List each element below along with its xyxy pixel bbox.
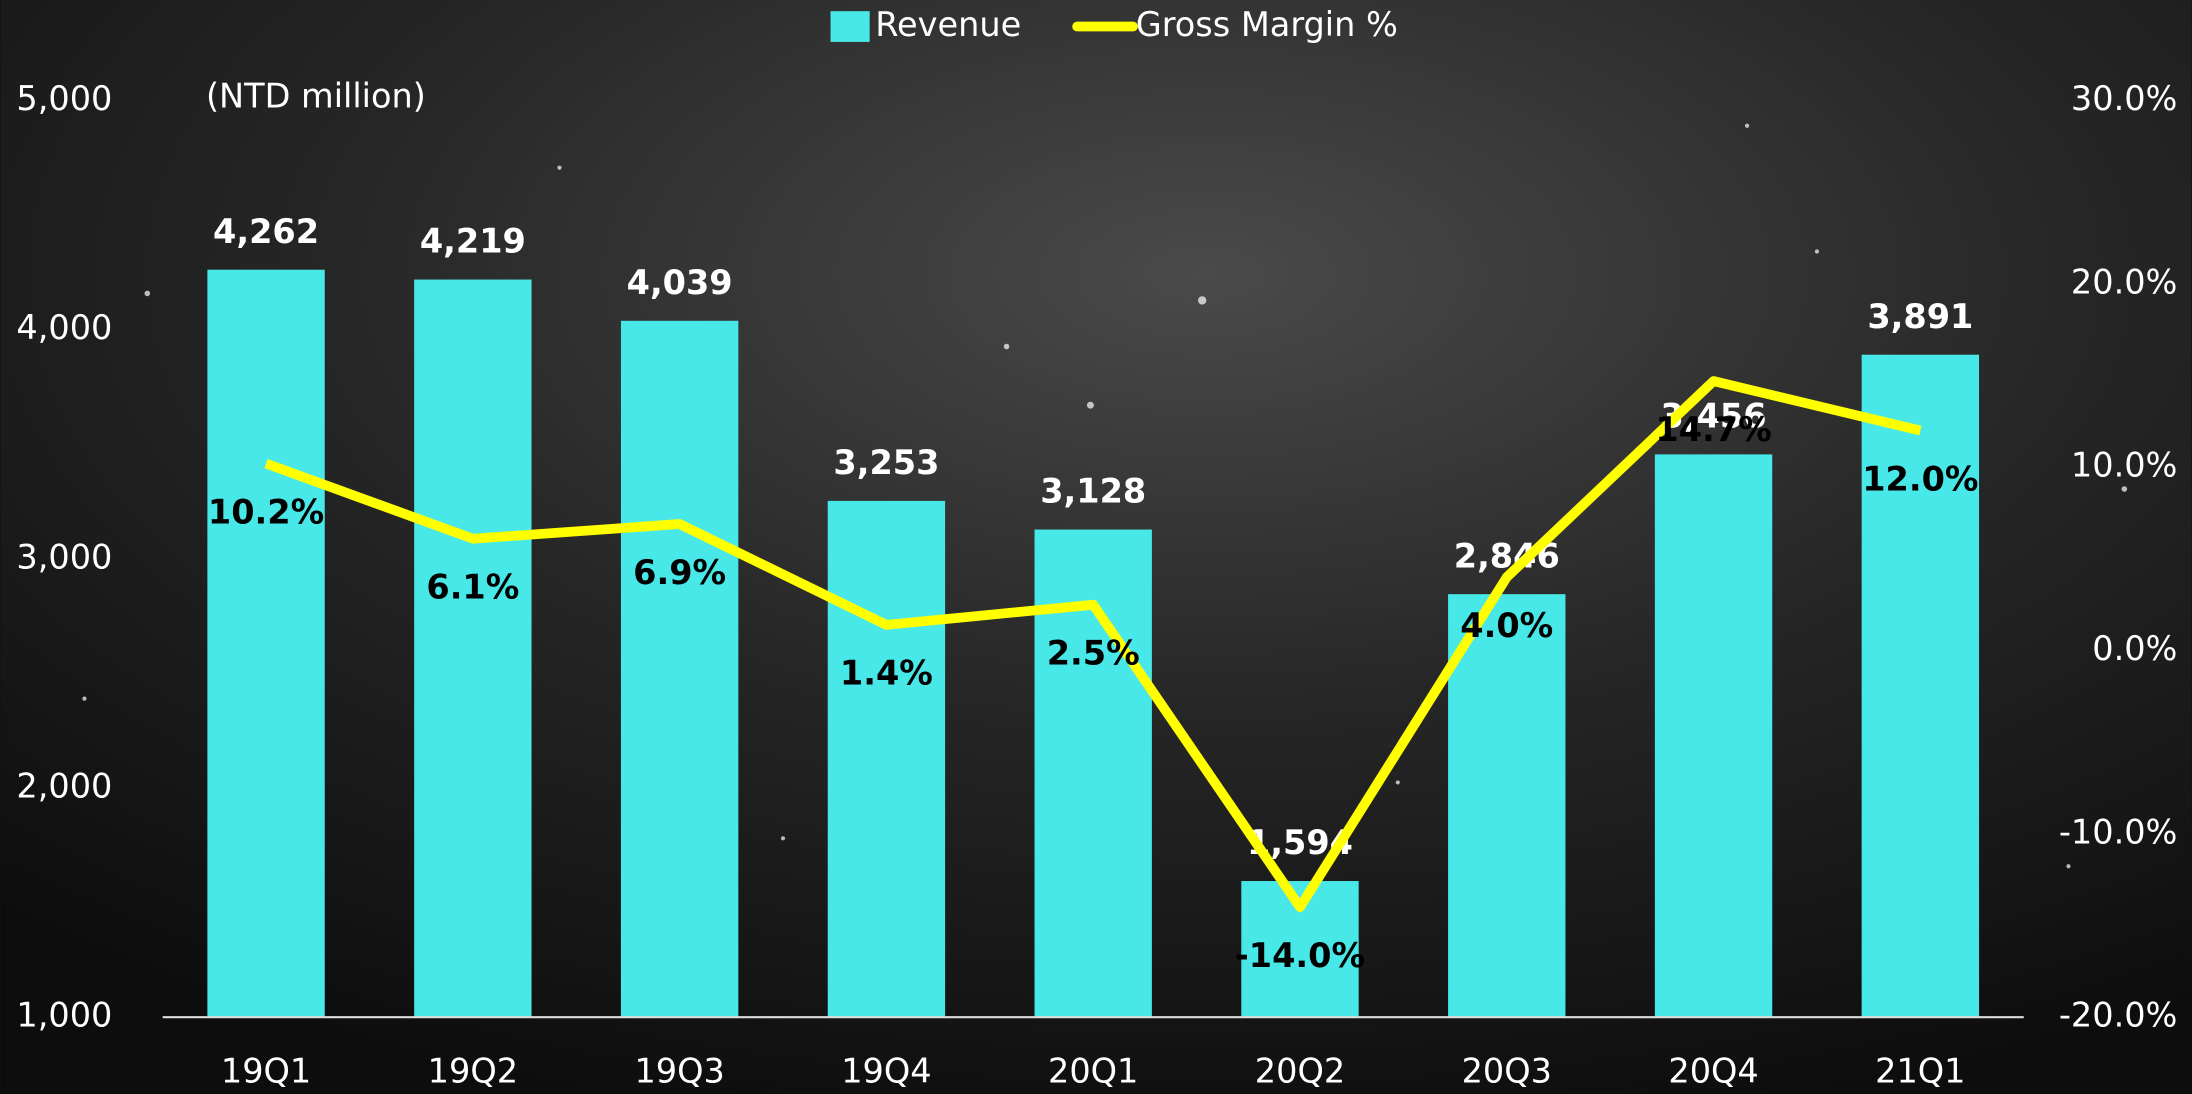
y2-tick-label: 10.0% <box>2071 446 2177 485</box>
legend-label: Revenue <box>875 5 1021 44</box>
bar <box>621 321 738 1017</box>
x-tick-label: 19Q2 <box>428 1052 518 1091</box>
page: (NTD million) 1,000 2,000 3,000 4,000 5,000 -… <box>0 0 2192 1094</box>
bar-value-label: 4,039 <box>627 263 733 302</box>
x-tick-label: 20Q4 <box>1668 1052 1758 1091</box>
chart: (NTD million) 1,000 2,000 3,000 4,000 5,000 -… <box>0 0 2192 1094</box>
bar <box>828 501 945 1017</box>
line-value-label: -14.0% <box>1235 936 1365 975</box>
x-tick-label: 20Q3 <box>1462 1052 1552 1091</box>
line-value-label: 1.4% <box>840 654 933 693</box>
legend-label: Gross Margin % <box>1136 5 1398 44</box>
y-tick-label: 2,000 <box>16 767 112 806</box>
line-value-label: 14.7% <box>1655 410 1771 449</box>
y-tick-label: 3,000 <box>16 537 112 576</box>
line-value-label: 4.0% <box>1460 606 1553 645</box>
bar <box>207 270 324 1017</box>
bar <box>1862 355 1979 1017</box>
bar <box>1655 454 1772 1017</box>
y2-tick-label: 20.0% <box>2071 262 2177 301</box>
y-tick-label: 4,000 <box>16 308 112 347</box>
y2-tick-label: 30.0% <box>2071 79 2177 118</box>
y2-tick-label: -10.0% <box>2059 812 2178 851</box>
bar-value-label: 3,253 <box>833 443 939 482</box>
x-tick-label: 21Q1 <box>1875 1052 1965 1091</box>
bar-value-label: 4,219 <box>420 222 526 261</box>
line-value-label: 12.0% <box>1862 459 1978 498</box>
line-value-label: 6.9% <box>633 553 726 592</box>
line-value-label: 2.5% <box>1047 634 1140 673</box>
line-value-label: 10.2% <box>208 492 324 531</box>
x-tick-label: 19Q4 <box>841 1052 931 1091</box>
y2-tick-label: 0.0% <box>2092 629 2177 668</box>
y-axis-title: (NTD million) <box>206 76 426 115</box>
bar <box>414 280 531 1018</box>
y-tick-label: 5,000 <box>16 79 112 118</box>
line-value-label: 6.1% <box>426 568 519 607</box>
y2-tick-label: -20.0% <box>2059 996 2178 1035</box>
x-tick-label: 19Q3 <box>634 1052 724 1091</box>
x-tick-label: 19Q1 <box>221 1052 311 1091</box>
x-tick-label: 20Q1 <box>1048 1052 1138 1091</box>
bar-value-label: 3,128 <box>1040 472 1146 511</box>
y-tick-label: 1,000 <box>16 996 112 1035</box>
bar-value-label: 4,262 <box>213 212 319 251</box>
x-tick-label: 20Q2 <box>1255 1052 1345 1091</box>
legend-swatch <box>831 11 870 42</box>
bar-value-label: 3,891 <box>1867 297 1973 336</box>
bar <box>1448 594 1565 1017</box>
